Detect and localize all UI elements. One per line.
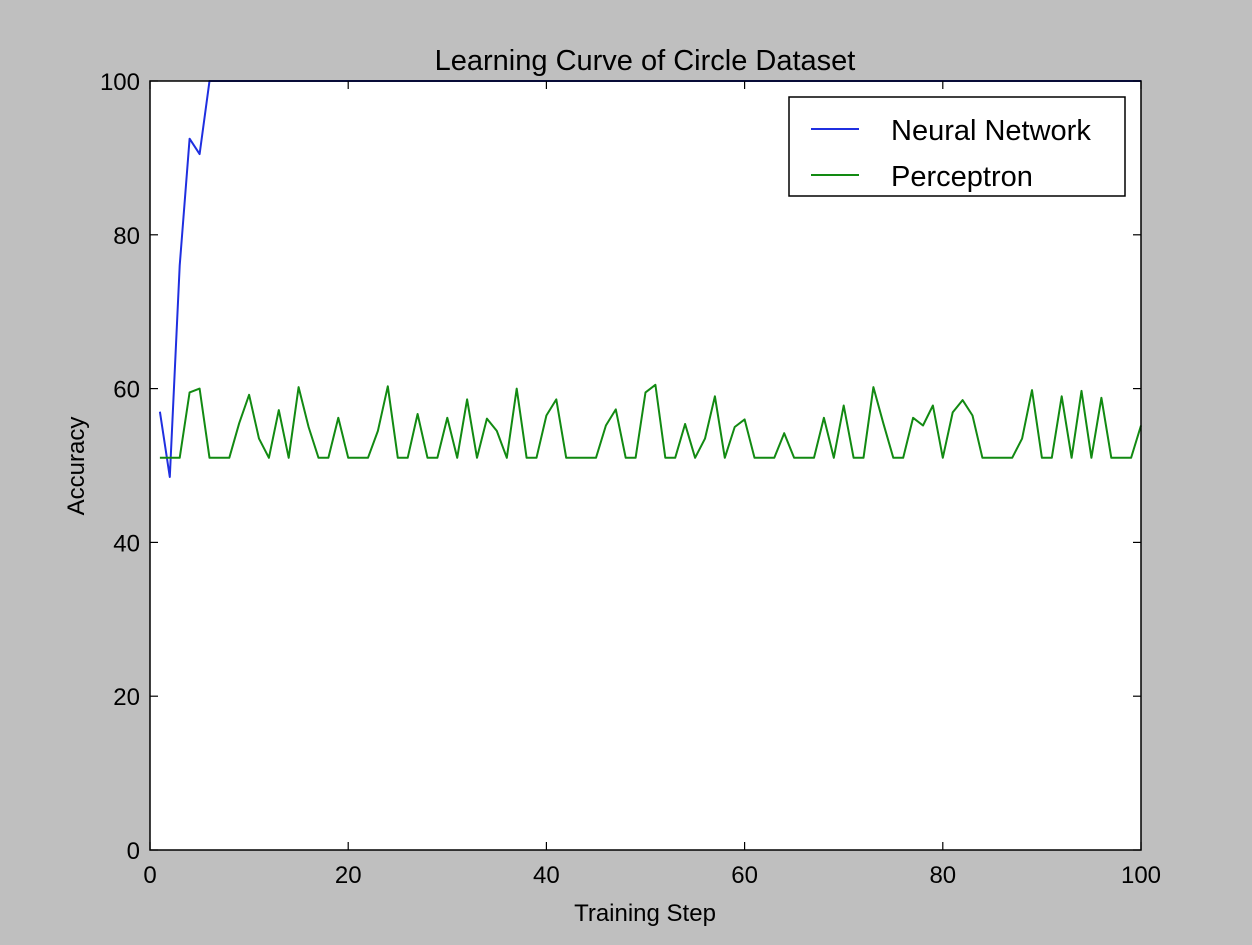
tick-layer: 0 20 40 60 80 100 0 20 40 60 80 100 (100, 69, 1161, 889)
x-tick-label: 100 (1121, 862, 1161, 889)
x-tick-label: 0 (143, 862, 156, 889)
x-tick-label: 40 (533, 862, 560, 889)
plot-frame (149, 80, 1142, 851)
x-tick-label: 60 (731, 862, 758, 889)
chart-title: Learning Curve of Circle Dataset (435, 45, 856, 77)
legend-label-perceptron: Perceptron (891, 161, 1033, 193)
legend-box (788, 96, 1126, 197)
y-tick-label: 20 (113, 684, 140, 711)
x-axis-label: Training Step (574, 900, 716, 927)
x-tick-label: 20 (335, 862, 362, 889)
legend-label-neural-network: Neural Network (891, 115, 1091, 147)
y-tick-label: 0 (127, 838, 140, 865)
plot-area (150, 81, 1141, 850)
y-tick-label: 100 (100, 69, 140, 96)
series-line-perceptron (159, 383, 1142, 459)
y-tick-label: 40 (113, 530, 140, 557)
y-tick-label: 60 (113, 377, 140, 404)
y-tick-label: 80 (113, 223, 140, 250)
legend: Neural Network Perceptron (788, 96, 1126, 197)
x-tick-label: 80 (929, 862, 956, 889)
y-axis-label: Accuracy (63, 417, 90, 516)
